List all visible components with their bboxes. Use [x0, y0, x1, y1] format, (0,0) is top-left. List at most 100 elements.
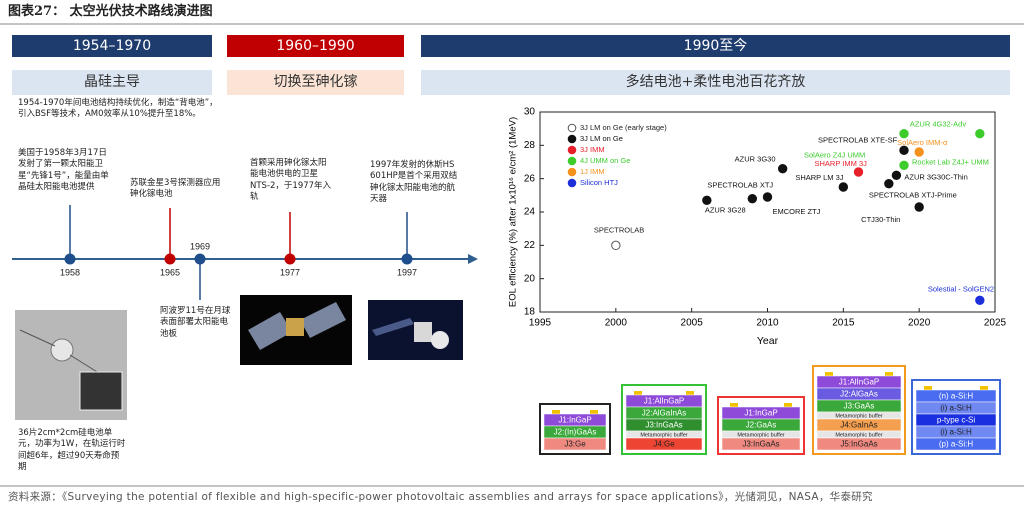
event-year: 1965: [160, 267, 180, 277]
data-point: [914, 147, 924, 157]
cell-layer: [625, 437, 703, 451]
point-label: SHARP IMM 3J: [815, 159, 868, 168]
point-label: AZUR 3G30: [735, 155, 776, 164]
event-text: 美国于1958年3月17日发射了第一颗太阳能卫星“先锋1号”，能量由单晶硅太阳能…: [18, 148, 109, 193]
cell-contact: [924, 386, 932, 390]
cell-contact: [590, 410, 598, 414]
cell-layer-label: J2:(In)GaAs: [554, 428, 597, 437]
y-tick-label: 26: [524, 173, 536, 184]
cell-layer-label: Metamorphic buffer: [835, 432, 882, 438]
x-tick-label: 2015: [832, 318, 855, 329]
cell-layer-label: Metamorphic buffer: [835, 413, 882, 419]
photo-panel: [248, 312, 292, 350]
data-point: [747, 193, 758, 204]
point-label: SPECTROLAB XTJ: [707, 181, 773, 190]
legend-marker: [567, 167, 577, 177]
cell-layer-label: J3:GaAs: [844, 402, 875, 411]
cell-layer-label: J4:GaInAs: [840, 421, 877, 430]
cell-layer-label: J1:AlInGaP: [644, 397, 684, 406]
photo-panel: [300, 302, 346, 338]
x-tick-label: 1995: [529, 318, 552, 329]
event-dot: [194, 253, 206, 265]
cell-layer-label: p-type c-Si: [937, 416, 975, 425]
point-label: Solestial - SolGEN2: [928, 284, 994, 293]
data-point: [762, 192, 773, 202]
event-year: 1997: [397, 267, 417, 277]
cell-layer: [543, 437, 607, 451]
data-point: [853, 167, 864, 177]
cell-layer-label: J5:InGaAs: [840, 440, 877, 449]
cell-layer-label: J2:AlGaInAs: [642, 409, 686, 418]
point-label: SolAero IMM-α: [897, 138, 948, 147]
data-point: [838, 182, 849, 192]
point-label: SHARP LM 3J: [795, 173, 843, 182]
event-year: 1969: [190, 241, 210, 251]
phase-period: 1954–1970: [12, 35, 212, 57]
event-dot: [401, 253, 413, 265]
point-label: SPECTROLAB: [594, 225, 644, 234]
event-dot: [164, 253, 176, 265]
legend-marker: [567, 156, 577, 166]
point-label: SPECTROLAB XTE-SF: [818, 135, 898, 144]
y-tick-label: 28: [524, 140, 536, 151]
phase-theme: 多结电池+柔性电池百花齐放: [421, 70, 1010, 95]
y-axis-title: EOL efficiency (%) after 1x10¹⁶ e/cm² (1…: [508, 117, 519, 307]
data-point: [899, 145, 909, 156]
point-label: AZUR 4G32-Adv: [910, 120, 967, 129]
legend-marker: [567, 178, 577, 188]
source: 资料来源：《Surveying the potential of flexibl…: [8, 491, 873, 503]
photo-body: [414, 322, 432, 342]
legend-label: 1J IMM: [580, 167, 605, 176]
cell-layer-label: (i) a-Si:H: [940, 404, 972, 413]
x-tick-label: 2025: [984, 318, 1007, 329]
photo-dish: [431, 331, 449, 349]
point-label: SolAero Z4J UMM: [804, 151, 865, 160]
x-axis-title: Year: [757, 335, 779, 347]
cell-contact: [980, 386, 988, 390]
legend-marker: [567, 134, 577, 144]
y-tick-label: 30: [524, 107, 536, 118]
timeline-arrow: [468, 254, 478, 264]
photo-vanguard: [15, 310, 127, 420]
data-point: [975, 295, 985, 306]
data-point: [899, 160, 909, 171]
point-label: EMCORE ZTJ: [773, 207, 821, 216]
legend-label: 4J UMM on Ge: [580, 156, 630, 165]
event-dot: [64, 253, 76, 265]
phase-period: 1990至今: [421, 35, 1010, 57]
event-text: 1997年发射的休斯HS 601HP是首个采用双结砷化镓太阳能电池的航天器: [370, 160, 458, 205]
photo-antenna: [19, 329, 56, 347]
cell-layer: [816, 437, 902, 451]
y-tick-label: 22: [524, 240, 536, 251]
data-point: [891, 170, 902, 181]
cell-layer-label: J2:AlGaAs: [840, 390, 878, 399]
cell-contact: [552, 410, 560, 414]
cell-contact: [784, 403, 792, 407]
cell-layer-label: (i) a-Si:H: [940, 428, 972, 437]
point-label: Rocket Lab Z4J+ UMM: [912, 157, 989, 166]
legend-label: 3J LM on Ge: [580, 134, 623, 143]
cell-layer-label: J1:InGaP: [558, 416, 591, 425]
data-point: [702, 195, 712, 206]
legend-label: 3J IMM: [580, 145, 605, 154]
cell-layer: [721, 437, 801, 451]
photo-panel: [372, 318, 414, 336]
x-tick-label: 2010: [756, 318, 779, 329]
data-point: [975, 128, 985, 139]
cell-layer: [915, 437, 997, 451]
point-label: AZUR 3G30C-Thin: [904, 172, 967, 181]
data-point: [914, 202, 924, 212]
cell-layer-label: J3:Ge: [564, 440, 586, 449]
x-tick-label: 2000: [605, 318, 628, 329]
cell-layer-label: Metamorphic buffer: [640, 432, 687, 438]
y-tick-label: 20: [524, 273, 536, 284]
photo-body: [286, 318, 304, 336]
x-tick-label: 2020: [908, 318, 931, 329]
cell-contact: [730, 403, 738, 407]
point-label: SPECTROLAB XTJ-Prime: [869, 191, 957, 200]
cell-layer-label: (n) a-Si:H: [939, 392, 973, 401]
data-point: [899, 128, 909, 139]
event-text: 苏联金星3号探测器应用砷化镓电池: [130, 178, 221, 200]
